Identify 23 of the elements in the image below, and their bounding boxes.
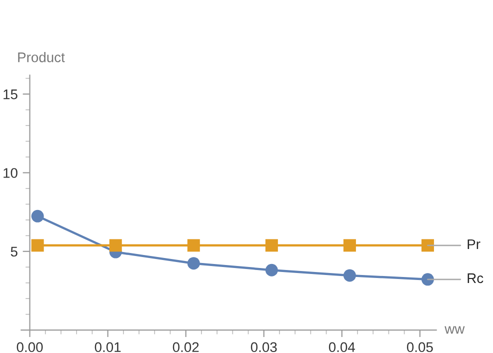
- point: [343, 269, 356, 282]
- point: [31, 239, 44, 252]
- x-tick-label: 0.01: [94, 342, 121, 352]
- point: [265, 264, 278, 276]
- y-tick-label: 15: [4, 90, 18, 100]
- text: Pr: [468, 239, 480, 250]
- x-tick-label: 0.05: [406, 342, 433, 352]
- text: Rc: [468, 273, 484, 284]
- point: [109, 239, 122, 252]
- point: [265, 239, 278, 252]
- point: [31, 210, 44, 222]
- point: [421, 239, 434, 252]
- point: [187, 239, 200, 252]
- y-axis-title: Product: [18, 52, 65, 62]
- y-tick-label: 10: [4, 168, 18, 178]
- x-tick-label: 0.00: [16, 342, 43, 352]
- point: [187, 257, 200, 270]
- point: [343, 239, 356, 252]
- x-axis-title: ww: [444, 326, 465, 334]
- x-tick-label: 0.02: [172, 342, 199, 352]
- x-tick-label: 0.03: [250, 342, 277, 352]
- x-tick-label: 0.04: [328, 342, 355, 352]
- y-tick-label: 5: [10, 246, 18, 257]
